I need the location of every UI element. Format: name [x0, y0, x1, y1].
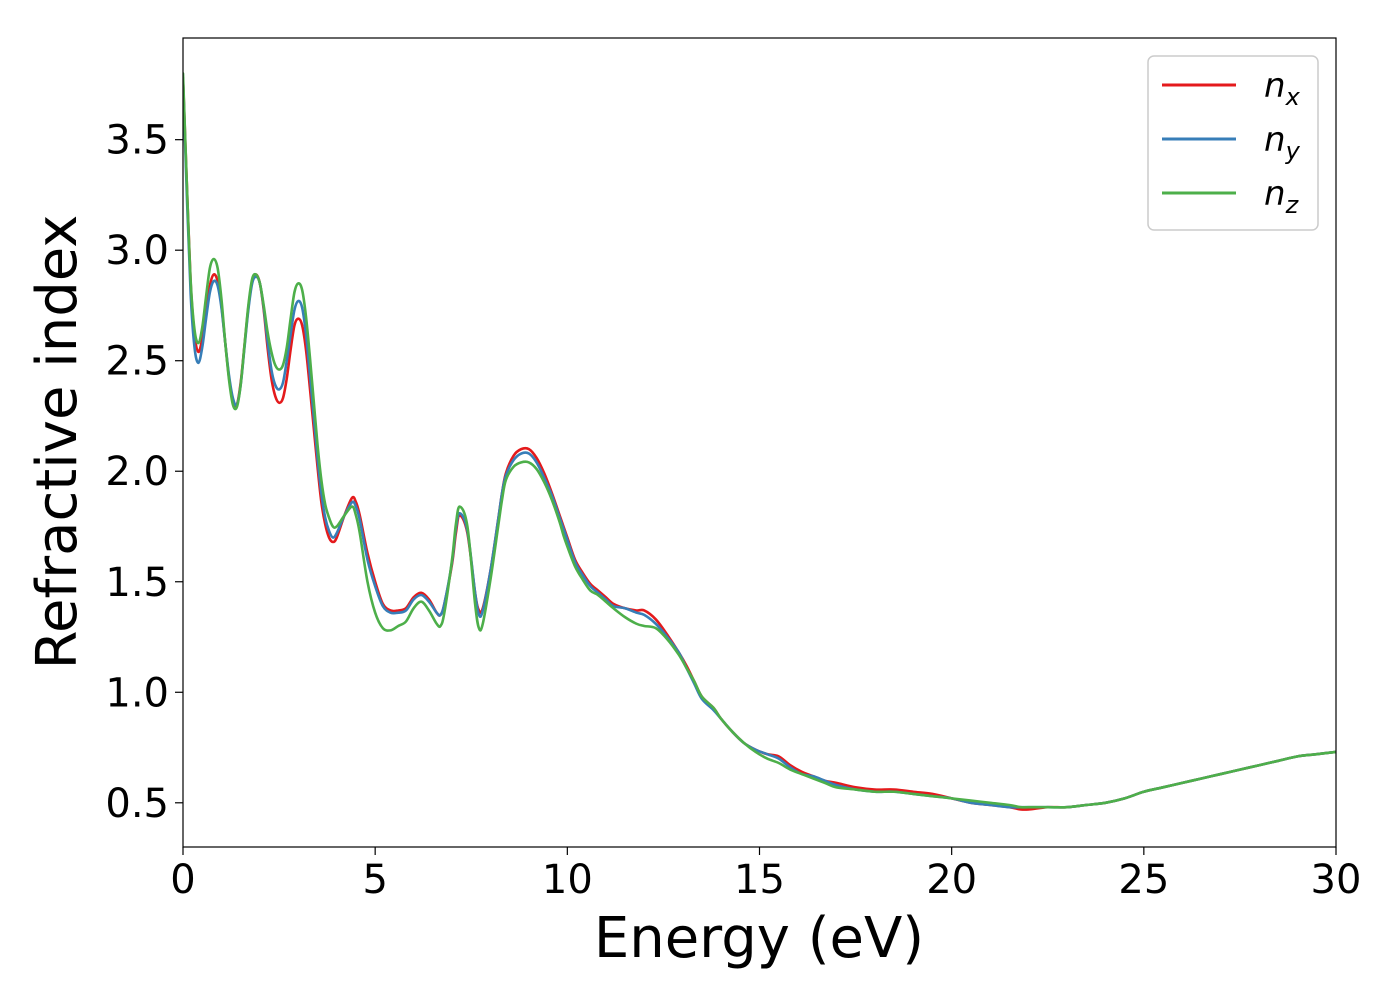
- legend-box: [1147, 55, 1319, 231]
- y-tick-label: 2.5: [105, 339, 169, 385]
- x-tick-label: 30: [1311, 857, 1362, 903]
- x-axis-title: Energy (eV): [594, 906, 924, 971]
- legend-label-nz: nz: [1264, 174, 1300, 219]
- x-tick-label: 10: [542, 857, 593, 903]
- legend: nx ny nz: [1147, 55, 1319, 231]
- x-tick-label: 25: [1118, 857, 1169, 903]
- y-tick-label: 3.0: [105, 228, 169, 274]
- x-tick-label: 0: [170, 857, 195, 903]
- legend-label-ny: ny: [1264, 120, 1301, 165]
- x-tick-label: 5: [362, 857, 387, 903]
- y-tick-label: 2.0: [105, 449, 169, 495]
- y-tick-label: 3.5: [105, 118, 169, 164]
- series-layer: [183, 72, 1336, 811]
- y-tick-label: 1.0: [105, 670, 169, 716]
- x-tick-label: 15: [734, 857, 785, 903]
- y-tick-label: 1.5: [105, 560, 169, 606]
- x-tick-label: 20: [926, 857, 977, 903]
- plot-area: [183, 38, 1336, 847]
- y-tick-label: 0.5: [105, 781, 169, 827]
- x-axis: 0 5 10 15 20 25 30: [170, 847, 1361, 903]
- y-axis-title: Refractive index: [25, 215, 90, 670]
- y-axis: 0.5 1.0 1.5 2.0 2.5 3.0 3.5: [105, 118, 183, 827]
- legend-label-nx: nx: [1264, 66, 1301, 111]
- series-line-nz: [183, 72, 1336, 809]
